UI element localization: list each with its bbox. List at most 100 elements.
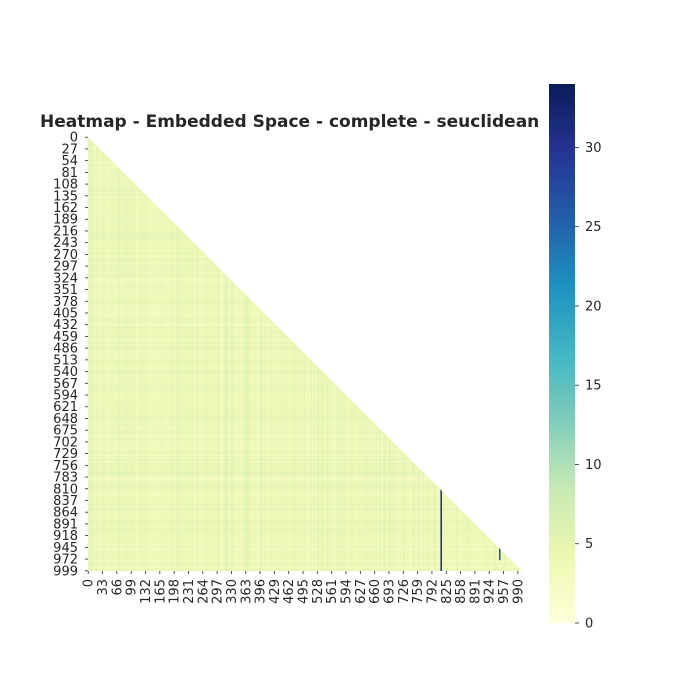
heatmap-column-stripe bbox=[387, 436, 389, 571]
heatmap-column-stripe bbox=[521, 570, 522, 571]
heatmap-row-stripe bbox=[88, 518, 471, 520]
heatmap-column-stripe bbox=[431, 480, 433, 571]
heatmap-row-stripe bbox=[88, 422, 375, 424]
heatmap-row-stripe bbox=[88, 172, 125, 174]
heatmap-column-stripe bbox=[204, 253, 206, 571]
heatmap-row-stripe bbox=[88, 321, 275, 324]
heatmap-column-stripe bbox=[363, 412, 365, 571]
heatmap-column-stripe bbox=[274, 323, 276, 571]
heatmap-row-stripe bbox=[88, 288, 241, 290]
heatmap-column-stripe bbox=[240, 289, 242, 571]
heatmap-column-stripe bbox=[340, 389, 342, 571]
heatmap-column-stripe bbox=[341, 390, 343, 571]
heatmap-row-stripe bbox=[88, 457, 410, 459]
heatmap-row-stripe bbox=[88, 294, 247, 296]
heatmap-row-stripe bbox=[88, 508, 461, 510]
heatmap-column-stripe bbox=[263, 312, 265, 571]
heatmap-column-stripe bbox=[482, 531, 483, 571]
heatmap-row-stripe bbox=[88, 217, 171, 220]
heatmap-column-stripe bbox=[470, 519, 472, 571]
heatmap-row-stripe bbox=[88, 551, 504, 553]
heatmap-column-stripe bbox=[362, 411, 364, 571]
heatmap-row-stripe bbox=[88, 514, 467, 516]
heatmap-column-stripe bbox=[358, 407, 360, 571]
heatmap-row-stripe bbox=[88, 379, 332, 381]
heatmap-column-stripe bbox=[215, 264, 217, 571]
heatmap-row-stripe bbox=[88, 349, 302, 351]
heatmap-column-stripe bbox=[482, 531, 484, 571]
heatmap-column-stripe bbox=[444, 493, 446, 571]
heatmap-column-stripe bbox=[497, 546, 499, 571]
heatmap-column-stripe bbox=[314, 363, 316, 571]
heatmap-row-stripe bbox=[88, 560, 513, 562]
heatmap-row-stripe bbox=[88, 179, 133, 182]
heatmap-row-stripe bbox=[88, 354, 307, 356]
heatmap-column-stripe bbox=[447, 496, 449, 571]
heatmap-row-stripe bbox=[88, 185, 138, 187]
heatmap-row-stripe bbox=[88, 325, 279, 328]
col-tick-label: 0 bbox=[82, 579, 97, 587]
heatmap-column-stripe bbox=[167, 216, 169, 571]
heatmap-column-stripe bbox=[324, 373, 326, 571]
heatmap-column-stripe bbox=[486, 535, 488, 571]
heatmap-column-stripe bbox=[337, 386, 339, 571]
heatmap-column-stripe bbox=[228, 277, 230, 571]
heatmap-column-stripe bbox=[269, 318, 271, 571]
heatmap-row-stripe bbox=[88, 455, 409, 458]
row-tick-label: 648 bbox=[53, 412, 78, 427]
colorbar-tick-label: 10 bbox=[585, 458, 602, 473]
heatmap-column-stripe bbox=[209, 258, 211, 571]
heatmap-column-stripe bbox=[224, 273, 226, 571]
col-tick-label: 891 bbox=[468, 579, 483, 604]
col-tick-label: 462 bbox=[282, 579, 297, 604]
heatmap-column-stripe bbox=[230, 279, 232, 571]
heatmap-row-stripe bbox=[88, 216, 169, 218]
heatmap-column-stripe bbox=[288, 337, 290, 571]
heatmap-row-stripe bbox=[88, 495, 448, 497]
heatmap-column-stripe bbox=[123, 172, 125, 571]
heatmap-column-stripe bbox=[326, 375, 328, 571]
heatmap-row-stripe bbox=[88, 220, 173, 222]
heatmap-column-stripe bbox=[244, 293, 246, 571]
heatmap-row-stripe bbox=[88, 394, 348, 397]
heatmap-column-stripe bbox=[489, 538, 490, 571]
heatmap-column-stripe bbox=[425, 474, 427, 571]
heatmap-column-stripe bbox=[181, 230, 183, 571]
heatmap-column-stripe bbox=[211, 260, 213, 571]
heatmap-row-stripe bbox=[88, 392, 345, 394]
heatmap-column-stripe bbox=[402, 451, 404, 571]
heatmap-column-stripe bbox=[110, 159, 112, 571]
heatmap-column-stripe bbox=[223, 272, 225, 571]
heatmap-row-stripe bbox=[88, 423, 376, 425]
heatmap-row-stripe bbox=[88, 297, 250, 299]
heatmap-column-stripe bbox=[413, 462, 415, 571]
heatmap-column-stripe bbox=[458, 507, 460, 571]
heatmap-column-stripe bbox=[187, 236, 189, 571]
heatmap-column-stripe bbox=[519, 568, 521, 571]
heatmap-column-stripe bbox=[183, 232, 185, 571]
heatmap-column-stripe bbox=[380, 429, 382, 571]
heatmap-column-stripe bbox=[457, 506, 459, 571]
heatmap-column-stripe bbox=[347, 396, 349, 571]
heatmap-column-stripe bbox=[419, 468, 421, 571]
heatmap-row-stripe bbox=[88, 445, 398, 447]
heatmap-row-stripe bbox=[88, 164, 117, 166]
heatmap-row-stripe bbox=[88, 195, 148, 197]
heatmap-column-stripe bbox=[155, 204, 157, 571]
heatmap-column-stripe bbox=[197, 246, 199, 571]
heatmap-column-stripe bbox=[127, 176, 129, 571]
heatmap-column-stripe bbox=[295, 344, 297, 571]
heatmap-row-stripe bbox=[88, 536, 490, 539]
heatmap-column-stripe bbox=[164, 213, 166, 571]
heatmap-column-stripe bbox=[175, 224, 177, 571]
heatmap-row-stripe bbox=[88, 496, 449, 498]
heatmap-row-stripe bbox=[88, 285, 238, 287]
heatmap-row-stripe bbox=[88, 437, 391, 440]
heatmap-column-stripe bbox=[343, 392, 345, 571]
row-tick-label: 405 bbox=[53, 306, 78, 321]
heatmap-column-stripe bbox=[207, 256, 209, 571]
heatmap-column-stripe bbox=[502, 551, 504, 571]
heatmap-column-stripe bbox=[345, 394, 347, 571]
heatmap-column-stripe bbox=[275, 324, 277, 571]
